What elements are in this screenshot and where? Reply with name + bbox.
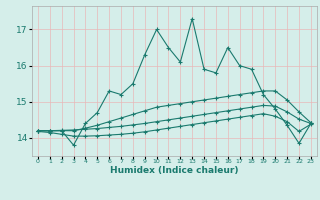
X-axis label: Humidex (Indice chaleur): Humidex (Indice chaleur) [110,166,239,175]
